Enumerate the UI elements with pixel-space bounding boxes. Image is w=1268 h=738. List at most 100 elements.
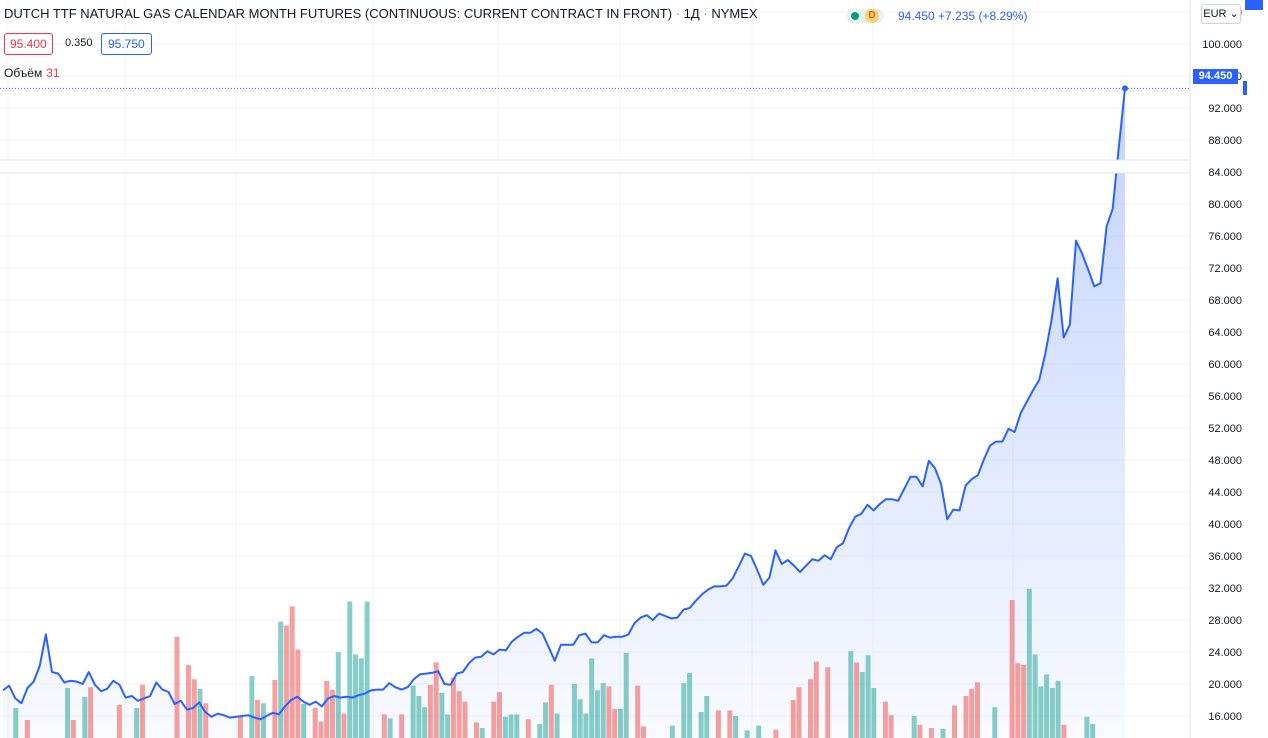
volume-bar [871, 688, 877, 738]
volume-bar [497, 692, 502, 738]
exchange-label: NYMEX [711, 6, 758, 21]
volume-bar [422, 707, 428, 738]
last-price: 94.450 [898, 9, 935, 23]
price-axis-tick-label: 68.000 [1208, 295, 1242, 307]
volume-bar [698, 712, 704, 738]
currency-label: EUR [1203, 8, 1227, 20]
price-axis-tick-label: 60.000 [1208, 359, 1242, 371]
price-axis-tick-label: 40.000 [1208, 519, 1242, 531]
symbol-title[interactable]: DUTCH TTF NATURAL GAS CALENDAR MONTH FUT… [4, 6, 673, 21]
volume-bar [450, 677, 456, 738]
toolbar-edge-button[interactable] [1245, 0, 1263, 10]
volume-bar [1061, 724, 1067, 738]
volume-bar [687, 672, 693, 738]
volume-bar [364, 601, 370, 738]
pane-separator [0, 160, 1190, 173]
price-axis-tick-label: 80.000 [1208, 199, 1242, 211]
volume-bar [704, 696, 710, 738]
volume-bar [237, 716, 243, 738]
volume-bar [537, 724, 543, 738]
volume-value: 31 [46, 66, 60, 80]
volume-bar [347, 601, 353, 738]
volume-bar [203, 703, 209, 738]
volume-bar [249, 676, 255, 738]
volume-bar [577, 699, 583, 738]
volume-bar [399, 714, 405, 738]
volume-bar [65, 688, 71, 738]
volume-bar [387, 718, 393, 738]
price-area-fill [3, 88, 1125, 738]
volume-bar [82, 696, 88, 738]
volume-bar [641, 726, 646, 738]
scale-handle[interactable] [1243, 81, 1247, 95]
separator: · [703, 6, 708, 21]
volume-bar [433, 662, 439, 738]
volume-bar [295, 649, 301, 738]
volume-bar [502, 716, 508, 738]
volume-bar [191, 679, 197, 738]
volume-bar [681, 683, 687, 738]
volume-bar [341, 713, 347, 738]
volume-bar [773, 729, 779, 738]
sell-price-button[interactable]: 95.400 [4, 33, 53, 55]
volume-bar [727, 710, 733, 738]
volume-bar [594, 690, 600, 738]
market-status-badge[interactable]: D [846, 9, 884, 23]
buy-price-button[interactable]: 95.750 [101, 33, 152, 55]
volume-bar [462, 701, 468, 738]
volume-bar [88, 687, 94, 738]
volume-bar [186, 664, 191, 738]
volume-bar [790, 700, 796, 738]
volume-bar [618, 708, 623, 738]
currency-selector[interactable]: EUR ⌄ [1201, 4, 1241, 24]
volume-bars [13, 588, 1096, 738]
volume-bar [140, 684, 145, 738]
volume-bar [1084, 716, 1090, 738]
volume-bar [848, 651, 854, 738]
volume-bar [952, 705, 957, 738]
volume-bar [381, 714, 387, 738]
price-axis-tick-label: 24.000 [1208, 647, 1242, 659]
price-axis-tick-label: 84.000 [1208, 167, 1242, 179]
volume-bar [928, 728, 934, 738]
volume-bar [963, 696, 969, 738]
volume-bar [335, 652, 341, 738]
price-line [2, 88, 1126, 721]
volume-bar [1032, 654, 1038, 738]
volume-bar [474, 722, 479, 738]
volume-bar [1049, 688, 1055, 738]
volume-bar [969, 688, 975, 738]
volume-bar [508, 714, 514, 738]
volume-bar [1090, 724, 1096, 738]
volume-bar [197, 688, 203, 738]
volume-bar [491, 701, 497, 738]
price-change-percent: (+8.29%) [978, 9, 1028, 23]
volume-bar [358, 658, 364, 738]
spread-value: 0.350 [65, 37, 93, 49]
volume-bar [859, 672, 865, 738]
price-axis-tick-label: 92.000 [1208, 103, 1242, 115]
separator: · [675, 6, 681, 21]
volume-bar [865, 655, 871, 738]
volume-bar [756, 725, 762, 738]
chart-header[interactable]: DUTCH TTF NATURAL GAS CALENDAR MONTH FUT… [4, 6, 758, 21]
volume-legend[interactable]: Объём 31 [4, 66, 60, 80]
chevron-down-icon: ⌄ [1229, 8, 1239, 20]
volume-bar [1026, 588, 1032, 738]
price-axis-tick-label: 20.000 [1208, 679, 1242, 691]
price-axis-tick-label: 44.000 [1208, 487, 1242, 499]
volume-bar [917, 724, 923, 738]
volume-bar [427, 684, 433, 738]
volume-label: Объём [4, 66, 43, 80]
price-axis: 104.000100.00096.00092.00088.00084.00080… [1202, 7, 1242, 723]
volume-bar [116, 704, 122, 738]
price-axis-tick-label: 72.000 [1208, 263, 1242, 275]
volume-bar [548, 684, 554, 738]
interval-label[interactable]: 1Д [683, 6, 700, 21]
price-axis-tick-label: 88.000 [1208, 135, 1242, 147]
volume-bar [1044, 674, 1050, 738]
volume-bar [992, 707, 998, 738]
volume-bar [70, 720, 76, 738]
volume-bar [543, 702, 549, 738]
